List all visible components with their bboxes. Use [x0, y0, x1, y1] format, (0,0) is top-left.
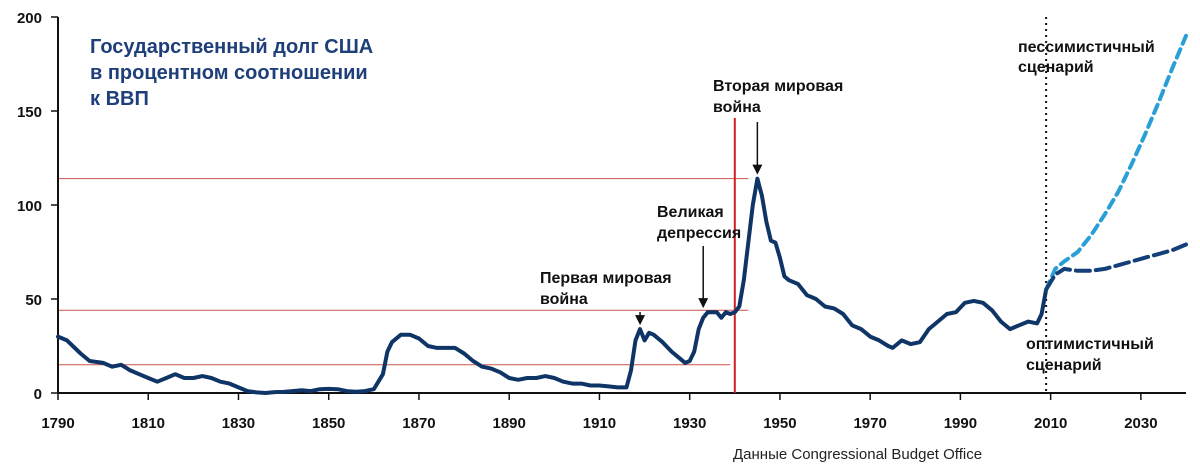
x-tick-label: 1850	[312, 415, 345, 432]
y-axis-ticks: 0 50 100 150 200	[17, 10, 58, 403]
x-tick-label: 1990	[944, 415, 977, 432]
chart-title-line-1: Государственный долг США	[90, 36, 373, 58]
y-tick-label: 150	[17, 104, 42, 121]
reference-lines	[58, 178, 749, 366]
historical-series-line	[56, 176, 1049, 395]
optimistic-label-line-1: оптимистичный	[1026, 336, 1154, 353]
x-tick-label: 1890	[493, 415, 526, 432]
x-tick-label: 1790	[41, 415, 74, 432]
ww2-annotation-line-1: Вторая мировая	[713, 78, 843, 95]
dividers	[733, 17, 1048, 393]
y-tick-label: 0	[34, 386, 42, 403]
source-note: Данные Congressional Budget Office	[733, 446, 982, 463]
optimistic-label-line-2: сценарий	[1026, 357, 1102, 374]
depression-annotation-line-1: Великая	[657, 204, 724, 221]
y-tick-label: 100	[17, 198, 42, 215]
chart-title-line-3: к ВВП	[90, 88, 149, 110]
y-tick-label: 50	[25, 292, 42, 309]
x-tick-label: 1830	[222, 415, 255, 432]
x-tick-label: 2030	[1124, 415, 1157, 432]
depression-arrow-head	[698, 298, 709, 309]
pessimistic-label-line-2: сценарий	[1018, 59, 1094, 76]
ww2-annotation-line-2: война	[713, 99, 761, 116]
depression-annotation-line-2: депрессия	[657, 225, 741, 242]
x-tick-label: 2010	[1034, 415, 1067, 432]
ww1-annotation-line-1: Первая мировая	[540, 270, 672, 287]
ww1-annotation-line-2: война	[540, 291, 588, 308]
pessimistic-series-line	[1044, 33, 1188, 292]
x-tick-label: 1930	[673, 415, 706, 432]
ww1-arrow-head	[635, 315, 646, 326]
annotations: Первая мировая война Великая депрессия Втора…	[540, 78, 843, 326]
x-tick-label: 1950	[763, 415, 796, 432]
y-tick-label: 200	[17, 10, 42, 27]
x-tick-label: 1970	[853, 415, 886, 432]
x-axis-ticks: 1790 1810 1830 1850 1870 1890 1910 1930 1950 1970…	[41, 393, 1158, 432]
chart-title-line-2: в процентном соотношении	[90, 62, 368, 84]
pessimistic-label-line-1: пессимистичный	[1018, 39, 1155, 56]
x-tick-label: 1910	[583, 415, 616, 432]
optimistic-series-line	[1044, 242, 1188, 292]
ww2-arrow-head	[752, 164, 763, 175]
x-tick-label: 1870	[402, 415, 435, 432]
x-tick-label: 1810	[132, 415, 165, 432]
series-group	[56, 33, 1188, 395]
